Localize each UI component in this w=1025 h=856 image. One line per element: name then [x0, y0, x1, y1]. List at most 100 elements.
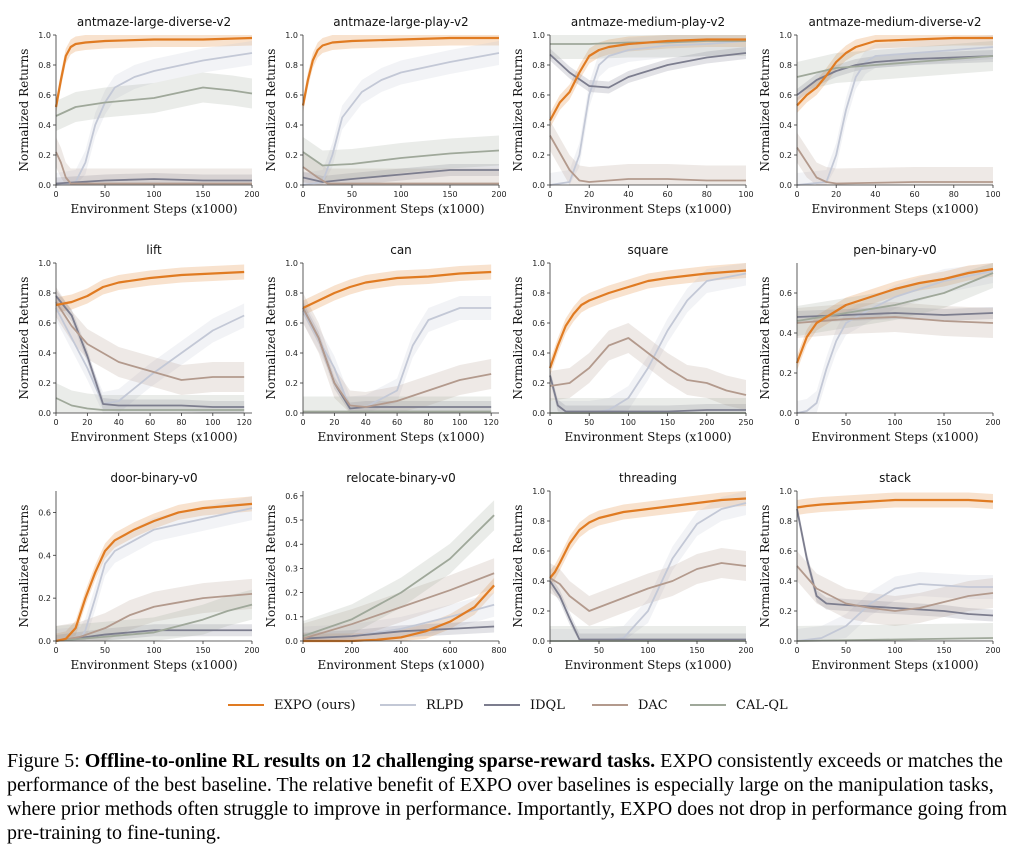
series-line-dac [55, 151, 252, 185]
y-tick-label: 0.5 [285, 516, 298, 525]
chart-title: antmaze-medium-play-v2 [571, 15, 725, 29]
chart-title: relocate-binary-v0 [346, 471, 456, 485]
x-axis-label: Environment Steps (x1000) [811, 202, 978, 216]
y-axis-label: Normalized Returns [511, 277, 525, 400]
band-expo-ours [797, 263, 993, 371]
x-tick-label: 100 [621, 418, 636, 427]
chart-panel: door-binary-v0 0.0 0.2 0.4 0.6 0 50 100 150 200 En… [0, 456, 260, 686]
series-line-expo-ours [55, 502, 253, 643]
series-line-dac [796, 147, 993, 185]
x-tick-label: 0 [794, 646, 799, 655]
chart-title: threading [619, 471, 677, 485]
y-axis-label: Normalized Returns [17, 505, 31, 628]
chart-panel: relocate-binary-v0 0.0 0.1 0.2 0.3 0.4 0.5 0.6 0… [247, 456, 507, 686]
band-expo-ours [303, 264, 492, 316]
band-idql [797, 503, 993, 622]
x-tick-label: 100 [640, 646, 655, 655]
series-line-idql [549, 580, 746, 641]
legend-label: RLPD [426, 697, 464, 713]
x-tick-label: 20 [831, 190, 841, 199]
series-line-dac [796, 316, 994, 324]
x-tick-label: 150 [195, 646, 210, 655]
x-tick-label: 100 [205, 418, 220, 427]
series-line-dac [302, 307, 492, 408]
series-line-rlpd [302, 52, 500, 186]
y-tick-label: 0.0 [38, 637, 51, 646]
chart-panel: can 0.0 0.2 0.4 0.6 0.8 1.0 0 20 40 60 80 100 120 Envi… [247, 228, 503, 458]
legend-label: CAL-QL [736, 697, 788, 713]
y-tick-label: 0.1 [285, 613, 298, 622]
y-tick-label: 0.4 [779, 121, 792, 130]
x-tick-label: 200 [738, 646, 753, 655]
band-expo-ours [550, 491, 746, 586]
x-tick-label: 0 [547, 646, 552, 655]
series-line-dac [55, 592, 253, 642]
x-tick-label: 150 [195, 190, 210, 199]
y-tick-label: 0.0 [285, 409, 298, 418]
band-expo-ours [56, 264, 245, 313]
series-line-rlpd [302, 307, 492, 410]
x-tick-label: 600 [442, 646, 457, 655]
band-idql [303, 302, 492, 413]
series-line-rlpd [796, 270, 994, 414]
band-dac [550, 120, 746, 185]
x-tick-label: 0 [300, 418, 305, 427]
x-tick-label: 40 [114, 418, 124, 427]
band-cal-ql [797, 623, 993, 641]
series-line-dac [302, 166, 499, 185]
series-line-rlpd [55, 52, 253, 186]
series-line-expo-ours [796, 36, 993, 107]
chart-svg: threading 0.0 0.2 0.4 0.6 0.8 1.0 0 50 100 150 200 E… [511, 471, 754, 672]
legend-swatch [380, 704, 416, 706]
series-line-idql [55, 295, 245, 408]
y-tick-label: 0.8 [779, 61, 792, 70]
x-tick-label: 150 [936, 646, 951, 655]
series-line-rlpd [796, 46, 994, 186]
caption-label: Figure 5: [7, 750, 85, 772]
y-tick-label: 0.0 [532, 181, 545, 190]
y-tick-label: 0.4 [38, 551, 51, 560]
y-tick-label: 0.6 [285, 319, 298, 328]
y-tick-label: 0.8 [285, 61, 298, 70]
x-tick-label: 150 [936, 418, 951, 427]
band-dac [303, 152, 499, 185]
band-idql [797, 50, 993, 101]
x-tick-label: 100 [887, 646, 902, 655]
band-expo-ours [550, 263, 746, 376]
series-line-rlpd [796, 583, 993, 642]
y-tick-label: 0.6 [285, 492, 298, 501]
band-rlpd [550, 491, 746, 641]
chart-svg: antmaze-medium-diverse-v2 0.0 0.2 0.4 0.6 0.8… [758, 15, 1001, 216]
series-line-expo-ours [549, 497, 747, 579]
series-line-idql [55, 629, 252, 642]
series-line-cal-ql [55, 603, 253, 642]
x-tick-label: 0 [794, 418, 799, 427]
band-idql [550, 575, 746, 641]
y-tick-label: 0.0 [532, 409, 545, 418]
series-line-expo-ours [302, 270, 492, 309]
x-tick-label: 20 [584, 190, 594, 199]
x-tick-label: 50 [584, 418, 594, 427]
x-axis-label: Environment Steps (x1000) [811, 658, 978, 672]
y-tick-label: 0.2 [38, 379, 51, 388]
y-tick-label: 0.8 [532, 289, 545, 298]
x-axis-label: Environment Steps (x1000) [70, 658, 237, 672]
legend-swatch [592, 704, 628, 706]
y-tick-label: 0.0 [779, 637, 792, 646]
x-tick-label: 0 [794, 190, 799, 199]
x-axis-label: Environment Steps (x1000) [564, 430, 731, 444]
y-tick-label: 0.0 [285, 181, 298, 190]
x-tick-label: 200 [699, 418, 714, 427]
x-axis-label: Environment Steps (x1000) [317, 658, 484, 672]
y-tick-label: 0.8 [38, 289, 51, 298]
x-tick-label: 0 [53, 418, 58, 427]
y-axis-label: Normalized Returns [17, 49, 31, 172]
y-axis-label: Normalized Returns [264, 505, 278, 628]
caption-rest: EXPO consistently exceeds or matches the… [7, 750, 1008, 844]
x-tick-label: 80 [949, 190, 959, 199]
x-tick-label: 0 [547, 190, 552, 199]
chart-panel: threading 0.0 0.2 0.4 0.6 0.8 1.0 0 50 100 150 200 E… [494, 456, 754, 686]
x-tick-label: 80 [702, 190, 712, 199]
y-tick-label: 0.6 [779, 91, 792, 100]
y-tick-label: 0.2 [38, 151, 51, 160]
